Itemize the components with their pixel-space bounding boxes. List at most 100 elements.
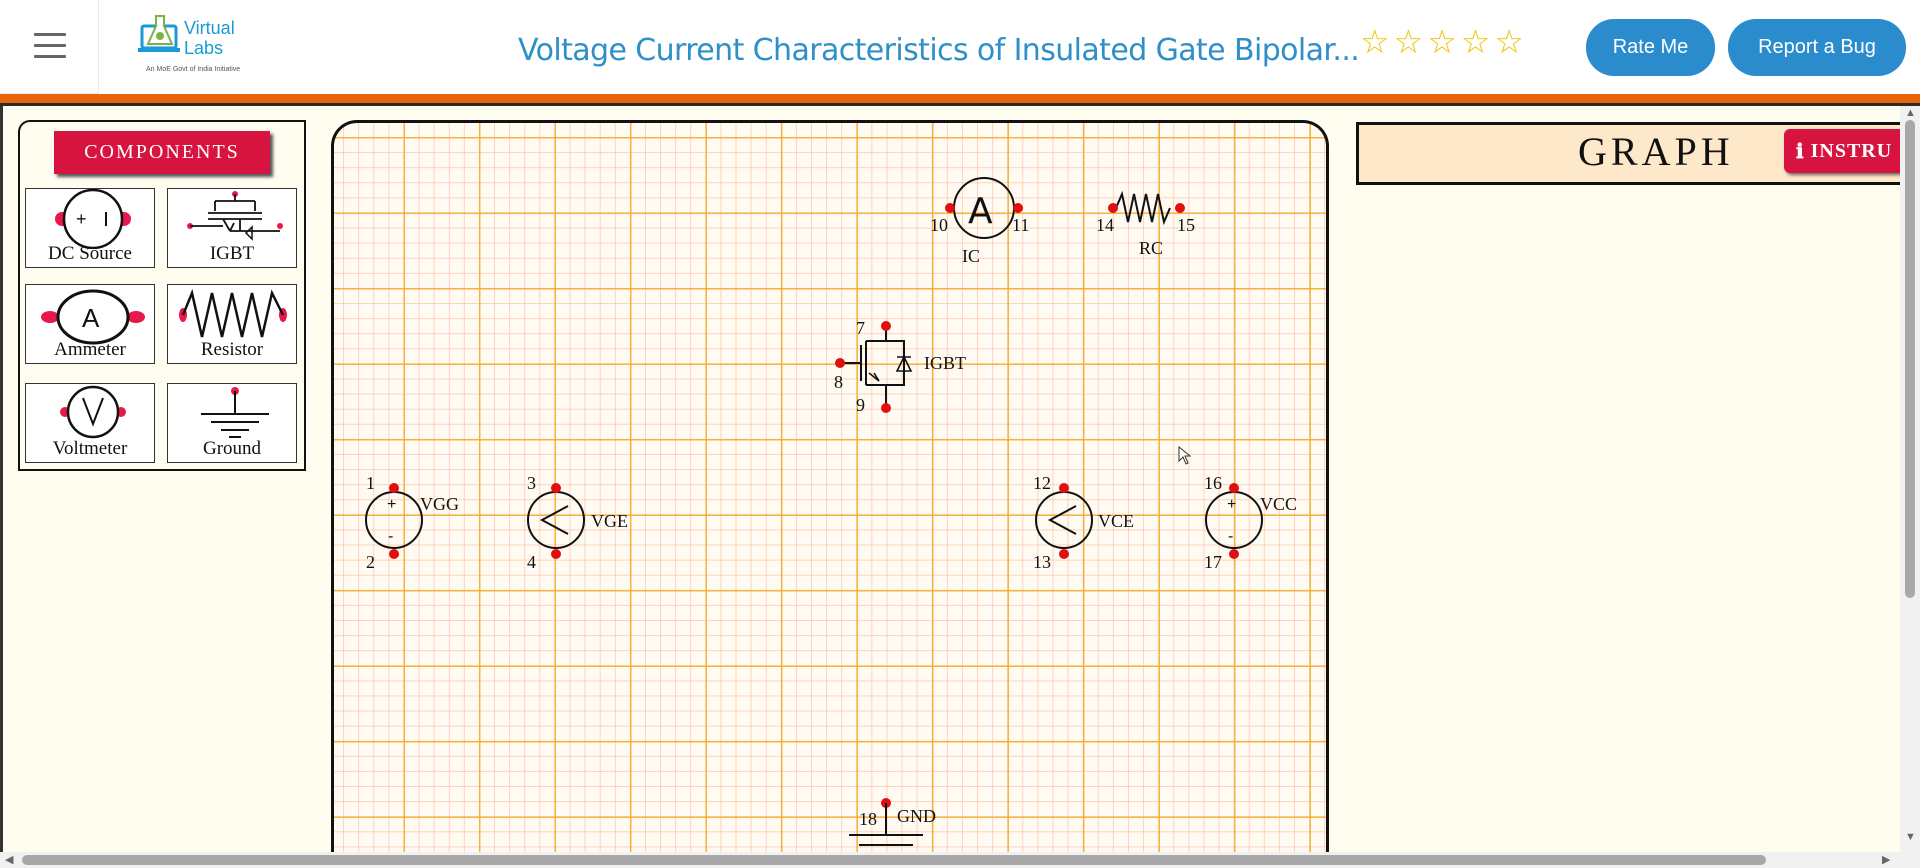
pin-label: 2 [366, 552, 375, 572]
star-icon[interactable]: ☆ [1494, 23, 1524, 60]
pin-16[interactable] [1229, 483, 1239, 493]
vertical-scroll-thumb[interactable] [1905, 120, 1915, 598]
virtual-labs-logo[interactable]: Virtual Labs An MoE Govt of India Initiat… [138, 14, 250, 78]
component-label: DC Source [48, 243, 132, 264]
scroll-down-icon[interactable]: ▼ [1905, 831, 1916, 843]
scroll-left-icon[interactable]: ◀ [5, 854, 14, 866]
scroll-right-icon[interactable]: ▶ [1882, 854, 1891, 866]
component-label-vge: VGE [591, 511, 628, 531]
pin-label: 11 [1012, 215, 1029, 235]
resistor-icon [179, 288, 287, 338]
svg-text:+: + [76, 209, 87, 229]
component-label-ic: IC [962, 246, 980, 266]
pin-17[interactable] [1229, 549, 1239, 559]
dc-source-icon: + [55, 189, 131, 249]
logo-text-labs: Labs [184, 38, 224, 58]
component-ammeter[interactable]: A Ammeter [25, 284, 155, 364]
left-edge-border [0, 106, 3, 852]
horizontal-scroll-thumb[interactable] [22, 855, 1766, 865]
pin-label: 7 [856, 318, 865, 338]
pin-label: 8 [834, 372, 843, 392]
pin-8[interactable] [835, 358, 845, 368]
vge-voltmeter[interactable]: 3 4 VGE [527, 473, 628, 572]
svg-text:+: + [1227, 496, 1236, 513]
pin-label: 9 [856, 395, 865, 415]
ammeter-icon: A [41, 289, 145, 345]
circuit-canvas[interactable]: + - 1 2 VGG 3 4 VGE [331, 120, 1329, 868]
igbt-icon [187, 191, 283, 241]
mouse-cursor-icon [1178, 446, 1192, 465]
header-divider [0, 94, 1920, 103]
component-label: Ammeter [54, 339, 126, 360]
pin-7[interactable] [881, 321, 891, 331]
logo-subtext: An MoE Govt of India Initiative [146, 66, 241, 73]
component-label: Voltmeter [52, 438, 128, 459]
scroll-up-icon[interactable]: ▲ [1905, 107, 1916, 119]
rating-stars[interactable]: ☆ ☆ ☆ ☆ ☆ [1360, 24, 1524, 60]
pin-label: 10 [930, 215, 948, 235]
vce-voltmeter[interactable]: 12 13 VCE [1033, 473, 1134, 572]
pin-4[interactable] [551, 549, 561, 559]
pin-10[interactable] [945, 203, 955, 213]
component-dc-source[interactable]: + DC Source [25, 188, 155, 268]
header-divider-line [0, 103, 1920, 106]
voltmeter-icon [60, 385, 126, 439]
vcc-source[interactable]: + - 16 17 VCC [1204, 473, 1297, 572]
pin-3[interactable] [551, 483, 561, 493]
component-label: Ground [202, 438, 262, 459]
pin-1[interactable] [389, 483, 399, 493]
info-icon: ℹ [1796, 140, 1805, 163]
pin-9[interactable] [881, 403, 891, 413]
star-icon[interactable]: ☆ [1460, 23, 1491, 60]
pin-11[interactable] [1013, 203, 1023, 213]
pin-2[interactable] [389, 549, 399, 559]
star-icon[interactable]: ☆ [1427, 23, 1457, 60]
instructions-label: INSTRU [1810, 139, 1893, 162]
component-label: IGBT [209, 243, 255, 264]
svg-text:A: A [968, 191, 993, 232]
component-label-rc: RC [1139, 238, 1163, 258]
component-label-gnd: GND [897, 806, 936, 826]
component-resistor[interactable]: Resistor [167, 284, 297, 364]
pin-label: 14 [1096, 215, 1114, 235]
pin-label: 12 [1033, 473, 1051, 493]
instructions-button[interactable]: ℹ INSTRU [1784, 129, 1920, 173]
svg-text:A: A [82, 303, 100, 333]
pin-label: 16 [1204, 473, 1222, 493]
component-ground[interactable]: Ground [167, 383, 297, 463]
header-bar: Virtual Labs An MoE Govt of India Initiat… [0, 0, 1920, 94]
svg-text:-: - [1228, 528, 1233, 545]
svg-text:+: + [387, 496, 396, 513]
page-title: Voltage Current Characteristics of Insul… [518, 33, 1360, 68]
rate-me-button[interactable]: Rate Me [1586, 19, 1715, 76]
component-label-vce: VCE [1098, 511, 1134, 531]
logo-flask-icon [138, 15, 180, 52]
pin-12[interactable] [1059, 483, 1069, 493]
circuit-diagram: + - 1 2 VGG 3 4 VGE [365, 177, 1297, 846]
rc-resistor[interactable]: 14 15 RC [1096, 190, 1195, 258]
ic-ammeter[interactable]: A 10 11 IC [930, 177, 1029, 266]
component-label: Resistor [200, 339, 264, 360]
igbt-device[interactable]: 7 8 9 IGBT [834, 318, 966, 415]
star-icon[interactable]: ☆ [1360, 23, 1390, 60]
vgg-source[interactable]: + - 1 2 VGG [365, 473, 459, 572]
pin-13[interactable] [1059, 549, 1069, 559]
pin-label: 3 [527, 473, 536, 493]
pin-label: 18 [859, 809, 877, 829]
pin-label: 4 [527, 552, 536, 572]
ground-icon [201, 387, 269, 438]
report-bug-button[interactable]: Report a Bug [1728, 19, 1906, 76]
component-voltmeter[interactable]: Voltmeter [25, 383, 155, 463]
component-igbt[interactable]: IGBT [167, 188, 297, 268]
ground-node[interactable]: 18 GND [849, 798, 936, 846]
pin-label: 13 [1033, 552, 1051, 572]
components-header: COMPONENTS [54, 131, 270, 174]
star-icon[interactable]: ☆ [1393, 23, 1424, 60]
logo-text-virtual: Virtual [184, 18, 235, 38]
svg-text:-: - [388, 528, 393, 545]
pin-14[interactable] [1108, 203, 1118, 213]
hamburger-icon [34, 33, 66, 59]
component-label-vgg: VGG [420, 494, 459, 514]
pin-15[interactable] [1175, 203, 1185, 213]
menu-button[interactable] [0, 0, 99, 94]
